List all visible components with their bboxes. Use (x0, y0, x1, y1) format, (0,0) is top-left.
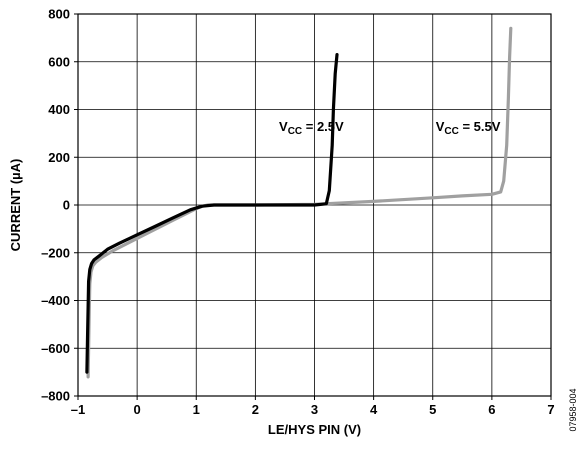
x-tick-label: 0 (134, 402, 141, 417)
x-tick-label: 2 (252, 402, 259, 417)
y-tick-label: 200 (48, 150, 70, 165)
x-tick-label: 1 (193, 402, 200, 417)
grid-lines (78, 14, 551, 396)
y-tick-label: 400 (48, 102, 70, 117)
x-axis-label: LE/HYS PIN (V) (268, 422, 361, 437)
y-tick-label: –400 (41, 293, 70, 308)
x-tick-label: –1 (71, 402, 85, 417)
x-tick-label: 3 (311, 402, 318, 417)
series-lines (85, 26, 513, 379)
x-tick-labels: –1 0 1 2 3 4 5 6 7 (71, 402, 555, 417)
annotations: VCC = 2.5V VCC = 5.5V (279, 119, 501, 137)
series-annotation: VCC = 5.5V (436, 119, 501, 137)
y-tick-label: 600 (48, 54, 70, 69)
x-tick-label: 6 (488, 402, 495, 417)
figure-id: 07958-004 (568, 388, 578, 431)
x-tick-label: 7 (547, 402, 554, 417)
series-line-2 (85, 53, 339, 374)
y-tick-label: –200 (41, 245, 70, 260)
series-annotation: VCC = 2.5V (279, 119, 344, 137)
y-tick-label: –600 (41, 341, 70, 356)
tick-marks (74, 13, 552, 400)
y-tick-labels: –800 –600 –400 –200 0 200 400 600 800 (41, 7, 70, 404)
x-tick-label: 4 (370, 402, 378, 417)
y-tick-label: 0 (63, 198, 70, 213)
y-axis-label: CURRENT (µA) (8, 159, 23, 252)
y-tick-label: –800 (41, 389, 70, 404)
y-tick-label: 800 (48, 7, 70, 22)
x-tick-label: 5 (429, 402, 436, 417)
